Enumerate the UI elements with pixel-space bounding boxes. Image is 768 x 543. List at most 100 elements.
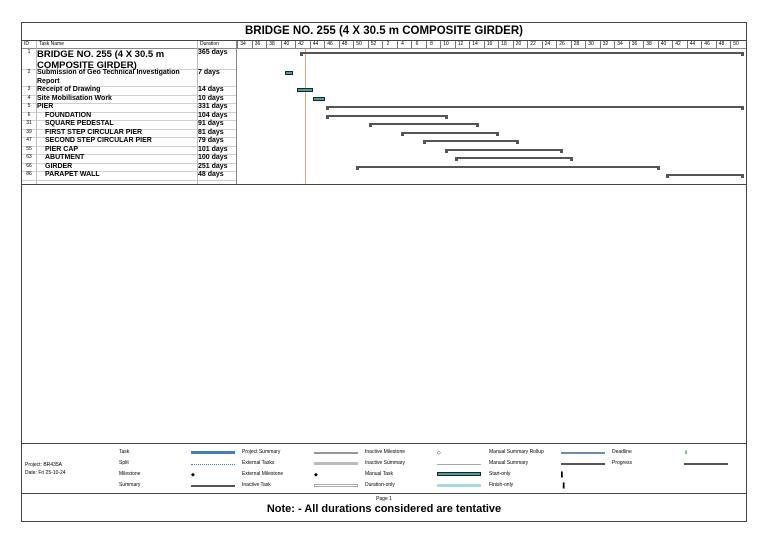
- legend-label: Task: [119, 449, 130, 455]
- timescale-tick: 34: [237, 41, 248, 48]
- legend-label: Milestone: [119, 471, 141, 477]
- project-date: Date: Fri 25-10-24: [25, 470, 66, 476]
- timescale-tick: 46: [324, 41, 335, 48]
- legend-label: Start-only: [489, 471, 511, 477]
- header-duration[interactable]: Duration: [200, 41, 219, 47]
- summary-bar[interactable]: [666, 174, 744, 178]
- legend-swatch-icon: [314, 483, 358, 489]
- task-row[interactable]: 1 BRIDGE NO. 255 (4 X 30.5 m COMPOSITE GI…: [22, 49, 236, 71]
- task-name[interactable]: FIRST STEP CIRCULAR PIER: [45, 128, 143, 136]
- task-name[interactable]: BRIDGE NO. 255 (4 X 30.5 m COMPOSITE GIR…: [37, 49, 165, 71]
- task-row[interactable]: 31 SQUARE PEDESTAL 91 days: [22, 120, 236, 130]
- task-row[interactable]: 4 Site Mobilisation Work 10 days: [22, 94, 236, 104]
- timescale-tick: 26: [556, 41, 567, 48]
- task-id: 31: [26, 120, 32, 126]
- timescale-tick: 28: [570, 41, 582, 48]
- summary-bar[interactable]: [423, 140, 519, 144]
- legend-label: Inactive Milestone: [365, 449, 406, 455]
- task-name[interactable]: SECOND STEP CIRCULAR PIER: [45, 137, 152, 144]
- manual-task-bar[interactable]: [297, 88, 313, 92]
- timescale-tick: 48: [338, 41, 350, 48]
- task-row[interactable]: 86 PARAPET WALL 48 days: [22, 171, 236, 181]
- legend-label: External Tasks: [242, 460, 275, 466]
- summary-bar[interactable]: [401, 131, 499, 136]
- task-id: 4: [27, 94, 31, 101]
- legend-label: Inactive Summary: [365, 460, 406, 466]
- table-border: [22, 184, 746, 185]
- task-name[interactable]: Submission of Geo Technical Investigatio…: [37, 69, 180, 85]
- summary-bar[interactable]: [445, 148, 563, 153]
- timescale-tick: 52: [367, 41, 379, 48]
- task-name[interactable]: FOUNDATION: [45, 111, 92, 119]
- header-task-name[interactable]: Task Name: [39, 41, 65, 47]
- timescale-tick: 36: [251, 41, 263, 48]
- timescale-tick: 18: [498, 41, 509, 48]
- legend-swatch-icon: [191, 461, 235, 467]
- task-duration[interactable]: 365 days: [198, 49, 228, 56]
- task-duration[interactable]: 100 days: [198, 154, 228, 161]
- timescale-tick: 22: [527, 41, 538, 48]
- task-duration[interactable]: 331 days: [198, 103, 228, 110]
- task-duration[interactable]: 104 days: [198, 111, 228, 119]
- task-row[interactable]: 55 PIER CAP 101 days: [22, 145, 236, 155]
- task-row[interactable]: 5 PIER 331 days: [22, 103, 236, 113]
- task-duration[interactable]: 48 days: [198, 171, 224, 178]
- task-id: 86: [26, 171, 32, 177]
- task-row[interactable]: 6 FOUNDATION 104 days: [22, 111, 236, 121]
- task-duration[interactable]: 79 days: [198, 137, 224, 144]
- summary-bar[interactable]: [455, 157, 573, 161]
- column-divider: [236, 41, 237, 184]
- footer-note: Note: - All durations considered are ten…: [266, 503, 502, 515]
- legend-swatch-icon: [314, 461, 358, 467]
- task-duration[interactable]: 91 days: [198, 120, 224, 127]
- task-name[interactable]: PIER: [37, 103, 54, 110]
- task-name[interactable]: SQUARE PEDESTAL: [45, 120, 114, 127]
- task-id: 5: [27, 103, 31, 109]
- task-duration[interactable]: 81 days: [198, 128, 224, 136]
- legend-label: Manual Summary: [489, 460, 529, 466]
- task-row[interactable]: 47 SECOND STEP CIRCULAR PIER 79 days: [22, 137, 236, 147]
- task-name[interactable]: PARAPET WALL: [45, 171, 100, 178]
- timescale-tick: 42: [295, 41, 306, 48]
- summary-bar[interactable]: [356, 165, 660, 170]
- legend-label: Deadline: [612, 449, 632, 455]
- summary-bar[interactable]: [326, 106, 744, 110]
- timescale-tick: 12: [454, 41, 466, 48]
- task-duration[interactable]: 10 days: [198, 94, 224, 102]
- timescale-tick: 34: [614, 41, 625, 48]
- timescale-tick: 42: [672, 41, 683, 48]
- task-row[interactable]: 3 Receipt of Drawing 14 days: [22, 86, 236, 96]
- task-name[interactable]: Receipt of Drawing: [37, 86, 101, 93]
- timescale-tick: 50: [730, 41, 741, 48]
- task-duration[interactable]: 251 days: [198, 162, 228, 170]
- legend-swatch-icon: ◆: [314, 472, 318, 478]
- summary-bar[interactable]: [326, 114, 448, 119]
- task-row[interactable]: 2 Submission of Geo Technical Investigati…: [22, 69, 236, 87]
- task-name[interactable]: PIER CAP: [45, 145, 79, 153]
- task-duration[interactable]: 7 days: [198, 69, 220, 76]
- task-duration[interactable]: 101 days: [198, 145, 228, 153]
- task-name[interactable]: GIRDER: [45, 162, 73, 170]
- timescale-tick: 16: [483, 41, 495, 48]
- task-id: 66: [26, 162, 32, 169]
- manual-task-bar[interactable]: [313, 96, 325, 101]
- task-duration[interactable]: 14 days: [198, 86, 224, 93]
- task-row[interactable]: 63 ABUTMENT 100 days: [22, 154, 236, 164]
- task-name[interactable]: Site Mobilisation Work: [37, 94, 112, 102]
- task-id: 6: [27, 111, 31, 118]
- legend-label: Progress: [612, 460, 633, 466]
- legend-swatch-icon: ⬇: [684, 450, 689, 456]
- task-row[interactable]: 39 FIRST STEP CIRCULAR PIER 81 days: [22, 128, 236, 138]
- summary-bar[interactable]: [369, 123, 479, 127]
- task-row[interactable]: 66 GIRDER 251 days: [22, 162, 236, 172]
- summary-bar[interactable]: [300, 52, 744, 56]
- legend-swatch-icon: ◆: [191, 472, 195, 478]
- header-id[interactable]: ID: [24, 41, 29, 47]
- page-label: Page 1: [376, 496, 392, 502]
- task-name[interactable]: ABUTMENT: [45, 154, 85, 161]
- footer: Page 1 Note: - All durations considered …: [22, 493, 746, 522]
- timescale-tick: 40: [657, 41, 669, 48]
- timescale-tick: 40: [280, 41, 292, 48]
- manual-task-bar[interactable]: [285, 71, 293, 75]
- legend-swatch-icon: ▌: [561, 472, 565, 478]
